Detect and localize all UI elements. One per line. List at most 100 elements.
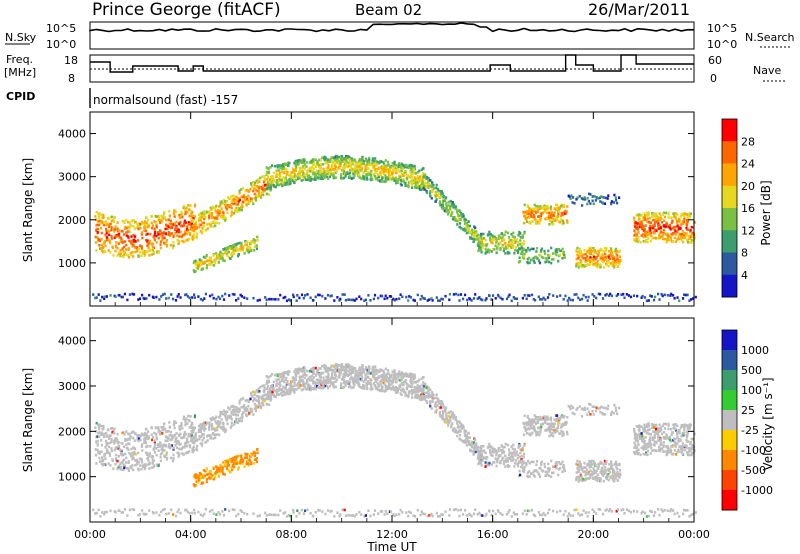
power-point [665, 241, 668, 244]
power-point [662, 233, 665, 236]
velocity-point [196, 474, 199, 477]
power-point [616, 201, 619, 205]
power-point [182, 240, 185, 244]
power-point [301, 170, 304, 173]
power-point [531, 220, 534, 223]
power-point [222, 298, 226, 301]
power-point [185, 228, 188, 231]
power-point [424, 173, 427, 177]
velocity-point [344, 367, 347, 370]
velocity-point [213, 418, 216, 421]
power-point [124, 225, 127, 229]
velocity-point [130, 454, 133, 458]
power-point [526, 261, 529, 264]
power-point [386, 175, 389, 179]
power-point [368, 158, 371, 162]
power-point [308, 166, 311, 170]
power-point [676, 230, 679, 234]
power-point [157, 219, 160, 222]
power-point [516, 249, 520, 252]
velocity-point [192, 445, 195, 449]
velocity-point [203, 422, 206, 426]
power-point [302, 172, 305, 175]
velocity-point [275, 393, 279, 396]
power-point [482, 232, 485, 236]
velocity-point [298, 386, 301, 389]
velocity-point [153, 445, 156, 449]
power-point [134, 246, 137, 249]
power-point [419, 188, 423, 192]
power-point [238, 198, 241, 202]
power-point [123, 245, 126, 249]
power-point [643, 216, 646, 219]
velocity-point [296, 383, 299, 386]
power-point [480, 240, 483, 243]
velocity-point [97, 423, 100, 427]
power-point [322, 176, 326, 179]
power-point [591, 250, 594, 253]
velocity-point [116, 467, 119, 471]
power-point [233, 198, 236, 201]
power-point [423, 181, 426, 185]
power-point [198, 258, 201, 261]
velocity-point [215, 433, 218, 436]
colorbar-tick-label: 28 [741, 135, 755, 148]
power-point [459, 218, 462, 222]
power-point [589, 249, 592, 252]
power-point [376, 179, 380, 182]
power-point [168, 210, 171, 213]
power-point [407, 185, 410, 189]
power-point [353, 299, 356, 302]
power-point [204, 256, 207, 260]
power-point [685, 232, 688, 235]
velocity-point [226, 414, 229, 418]
power-point [382, 163, 386, 166]
power-point [199, 214, 202, 218]
velocity-point [229, 426, 232, 429]
power-point [565, 211, 568, 215]
power-point [595, 296, 598, 300]
power-point [361, 177, 364, 180]
velocity-point [206, 439, 209, 442]
power-point [190, 225, 193, 228]
velocity-point [315, 382, 318, 385]
power-point [616, 250, 619, 253]
velocity-point [139, 438, 142, 442]
power-point [123, 292, 126, 296]
power-point [533, 215, 536, 219]
power-point [323, 158, 326, 162]
power-point [491, 241, 494, 245]
velocity-point [100, 450, 103, 453]
velocity-point [131, 457, 134, 461]
power-point [686, 214, 689, 217]
freq-label-1: Freq. [6, 53, 33, 66]
power-point [660, 217, 663, 220]
velocity-point [232, 463, 235, 467]
power-point [177, 228, 180, 232]
power-point [552, 294, 555, 297]
velocity-point [279, 375, 282, 378]
power-point [191, 235, 194, 239]
power-point [640, 224, 643, 228]
power-point [435, 186, 438, 190]
power-point [525, 249, 528, 252]
power-point [312, 172, 315, 176]
velocity-point [261, 398, 264, 402]
velocity-point [169, 456, 172, 460]
velocity-point [250, 454, 253, 457]
velocity-point [308, 375, 311, 379]
power-point [635, 238, 638, 241]
power-point [655, 212, 658, 215]
velocity-point [342, 372, 345, 376]
power-point [583, 248, 586, 252]
power-point [189, 221, 192, 225]
power-point [109, 250, 112, 254]
velocity-point [326, 381, 330, 384]
power-point [105, 236, 108, 239]
velocity-point [116, 459, 119, 463]
power-point [654, 218, 657, 221]
velocity-point [293, 384, 296, 387]
velocity-point [253, 397, 256, 401]
